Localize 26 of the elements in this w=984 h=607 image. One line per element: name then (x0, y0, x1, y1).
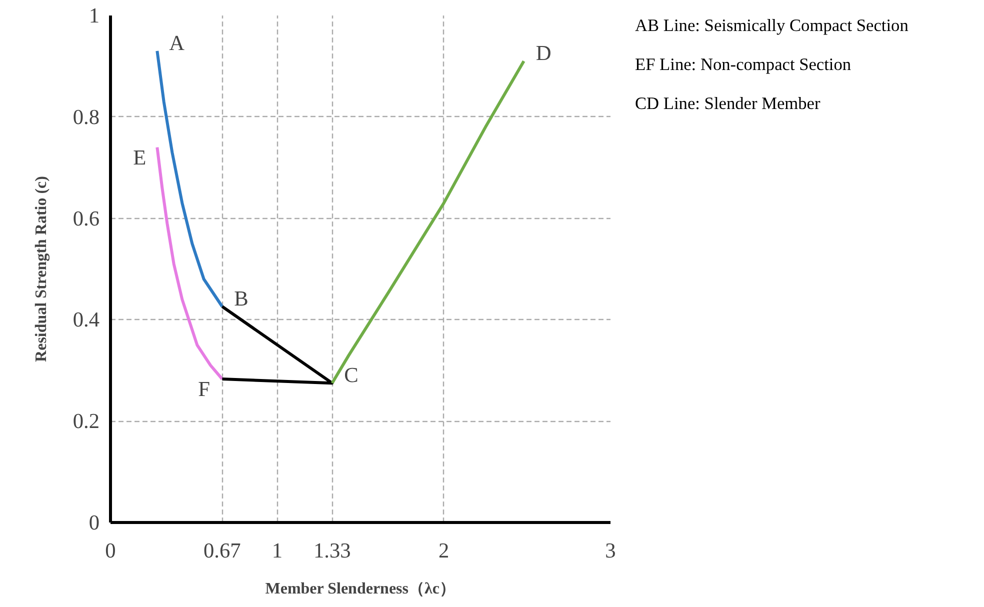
y-axis-title: Residual Strength Ratio (c) (32, 176, 50, 362)
line-series (330, 60, 526, 385)
annotation: B (234, 286, 248, 311)
y-tick-label: 0.6 (72, 206, 100, 230)
y-tick-label: 0.4 (72, 308, 100, 332)
x-tick-label: 1 (272, 538, 283, 562)
x-tick-label: 0 (105, 538, 116, 562)
annotation: A (169, 30, 186, 55)
text: AB Line: Seismically Compact Section (635, 15, 908, 37)
x-tick-label: 1.33 (314, 538, 351, 562)
line-series (156, 146, 224, 381)
x-axis-title: Member Slenderness（λc） (265, 580, 456, 598)
annotation: D (536, 41, 552, 66)
annotation: E (133, 145, 146, 170)
annotation: F (198, 377, 210, 402)
line-series (156, 49, 224, 308)
y-tick-label: 1 (88, 4, 100, 28)
y-tick-label: 0 (88, 510, 100, 534)
x-tick-label: 2 (438, 538, 450, 562)
x-tick-label: 3 (605, 538, 616, 562)
annotation: C (344, 363, 358, 388)
y-tick-label: 0.2 (72, 409, 100, 434)
text: EF Line: Non-compact Section (635, 54, 852, 76)
x-tick-label: 0.67 (204, 538, 242, 562)
y-tick-label: 0.8 (72, 104, 100, 129)
text: CD Line: Slender Member (635, 92, 822, 114)
